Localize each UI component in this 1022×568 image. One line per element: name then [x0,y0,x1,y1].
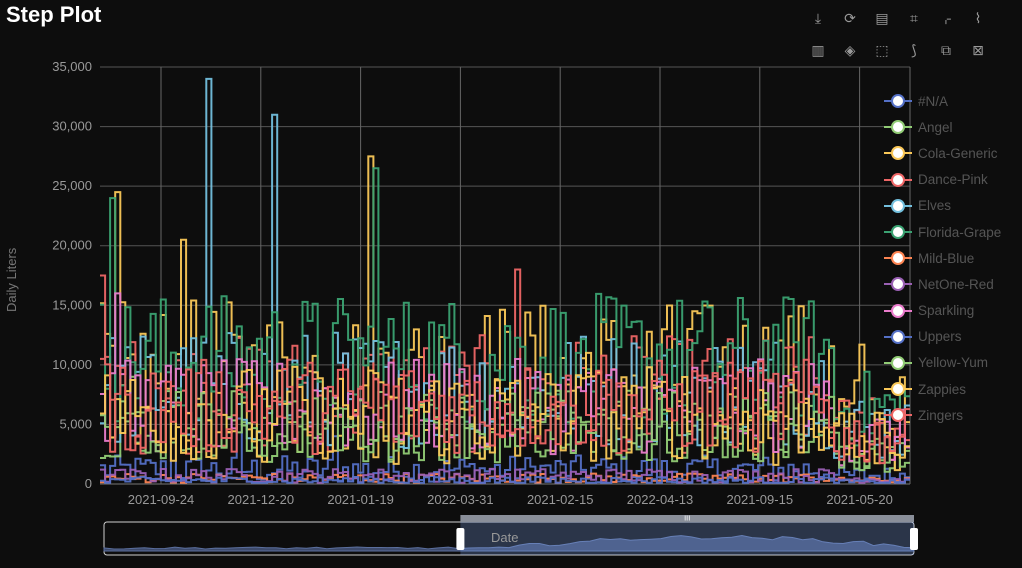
series-line [100,274,910,465]
x-tick-label: 2022-03-31 [427,492,494,507]
legend-marker-icon [884,355,912,370]
refresh-icon[interactable]: ⟳ [844,9,856,26]
legend-marker-icon [884,172,912,187]
legend-label: Sparkling [918,303,975,319]
legend-item[interactable]: Florida-Grape [884,219,1022,245]
legend-label: Mild-Blue [918,250,975,266]
legend-marker-icon [884,120,912,135]
legend-label: Uppers [918,329,962,345]
lasso-select-icon[interactable]: ⟆ [911,41,917,58]
chart-title: Step Plot [6,2,102,27]
legend-item[interactable]: Zappies [884,376,1022,402]
y-tick-label: 0 [85,476,92,491]
legend-label: #N/A [918,93,949,109]
series-line [100,467,910,484]
datazoom-left-handle[interactable] [456,528,465,550]
y-tick-label: 10,000 [52,357,92,372]
legend: #N/A Angel Cola-Generic Dance-Pink Elves Flor… [884,88,1022,428]
x-tick-label: 2021-01-19 [327,492,394,507]
legend-marker-icon [884,382,912,397]
legend-marker-icon [884,146,912,161]
legend-label: Elves [918,198,952,214]
legend-marker-icon [884,277,912,292]
y-tick-label: 15,000 [52,297,92,312]
y-tick-label: 30,000 [52,119,92,134]
legend-label: Zingers [918,407,964,423]
legend-label: Cola-Generic [918,145,998,161]
legend-label: Yellow-Yum [918,355,989,371]
bar-chart-icon[interactable]: ▥ [811,41,825,58]
x-tick-label: 2021-09-24 [128,492,195,507]
datazoom-preview [103,534,915,552]
stack-icon[interactable]: ◈ [844,41,856,58]
legend-marker-icon [884,198,912,213]
x-tick-label: 2021-05-20 [826,492,893,507]
download-icon[interactable]: ⤓ [814,9,822,26]
datazoom-selection[interactable] [460,522,914,555]
x-tick-label: 2021-12-20 [228,492,295,507]
legend-label: Florida-Grape [918,224,1002,240]
x-tick-label: 2021-02-15 [527,492,594,507]
legend-item[interactable]: Angel [884,114,1022,140]
data-view-icon[interactable]: ▤ [875,9,889,26]
y-tick-label: 5,000 [59,416,92,431]
legend-label: NetOne-Red [918,276,994,292]
x-tick-label: 2021-09-15 [727,492,794,507]
legend-item[interactable]: Mild-Blue [884,245,1022,271]
datazoom-label: Date [491,530,519,545]
legend-item[interactable]: Elves [884,193,1022,219]
y-axis-label: Daily Liters [4,247,19,312]
legend-label: Dance-Pink [918,172,988,188]
datazoom-right-handle[interactable] [910,528,918,550]
legend-marker-icon [884,303,912,318]
crop-icon[interactable]: ⌗ [910,9,918,26]
legend-item[interactable]: Uppers [884,324,1022,350]
restore-icon[interactable]: ⌌ [940,9,952,26]
clear-select-icon[interactable]: ⊠ [972,41,984,58]
legend-marker-icon [884,329,912,344]
series-line [100,351,910,461]
datazoom-grip-icon: III [684,515,690,523]
datazoom-move-handle[interactable] [460,515,914,522]
legend-label: Angel [918,119,953,135]
legend-marker-icon [884,408,912,423]
y-tick-label: 20,000 [52,238,92,253]
legend-label: Zappies [918,381,967,397]
legend-item[interactable]: Yellow-Yum [884,350,1022,376]
legend-item[interactable]: Cola-Generic [884,140,1022,166]
line-chart-icon[interactable]: ⌇ [974,9,982,26]
y-tick-label: 25,000 [52,178,92,193]
x-tick-label: 2022-04-13 [627,492,694,507]
y-tick-label: 35,000 [52,59,92,74]
keep-select-icon[interactable]: ⧉ [941,41,951,58]
legend-marker-icon [884,251,912,266]
legend-item[interactable]: Sparkling [884,298,1022,324]
rect-select-icon[interactable]: ⬚ [875,41,889,58]
legend-item[interactable]: Dance-Pink [884,167,1022,193]
series-line [100,475,910,484]
legend-item[interactable]: NetOne-Red [884,271,1022,297]
legend-item[interactable]: #N/A [884,88,1022,114]
legend-marker-icon [884,94,912,109]
legend-item[interactable]: Zingers [884,402,1022,428]
legend-marker-icon [884,225,912,240]
